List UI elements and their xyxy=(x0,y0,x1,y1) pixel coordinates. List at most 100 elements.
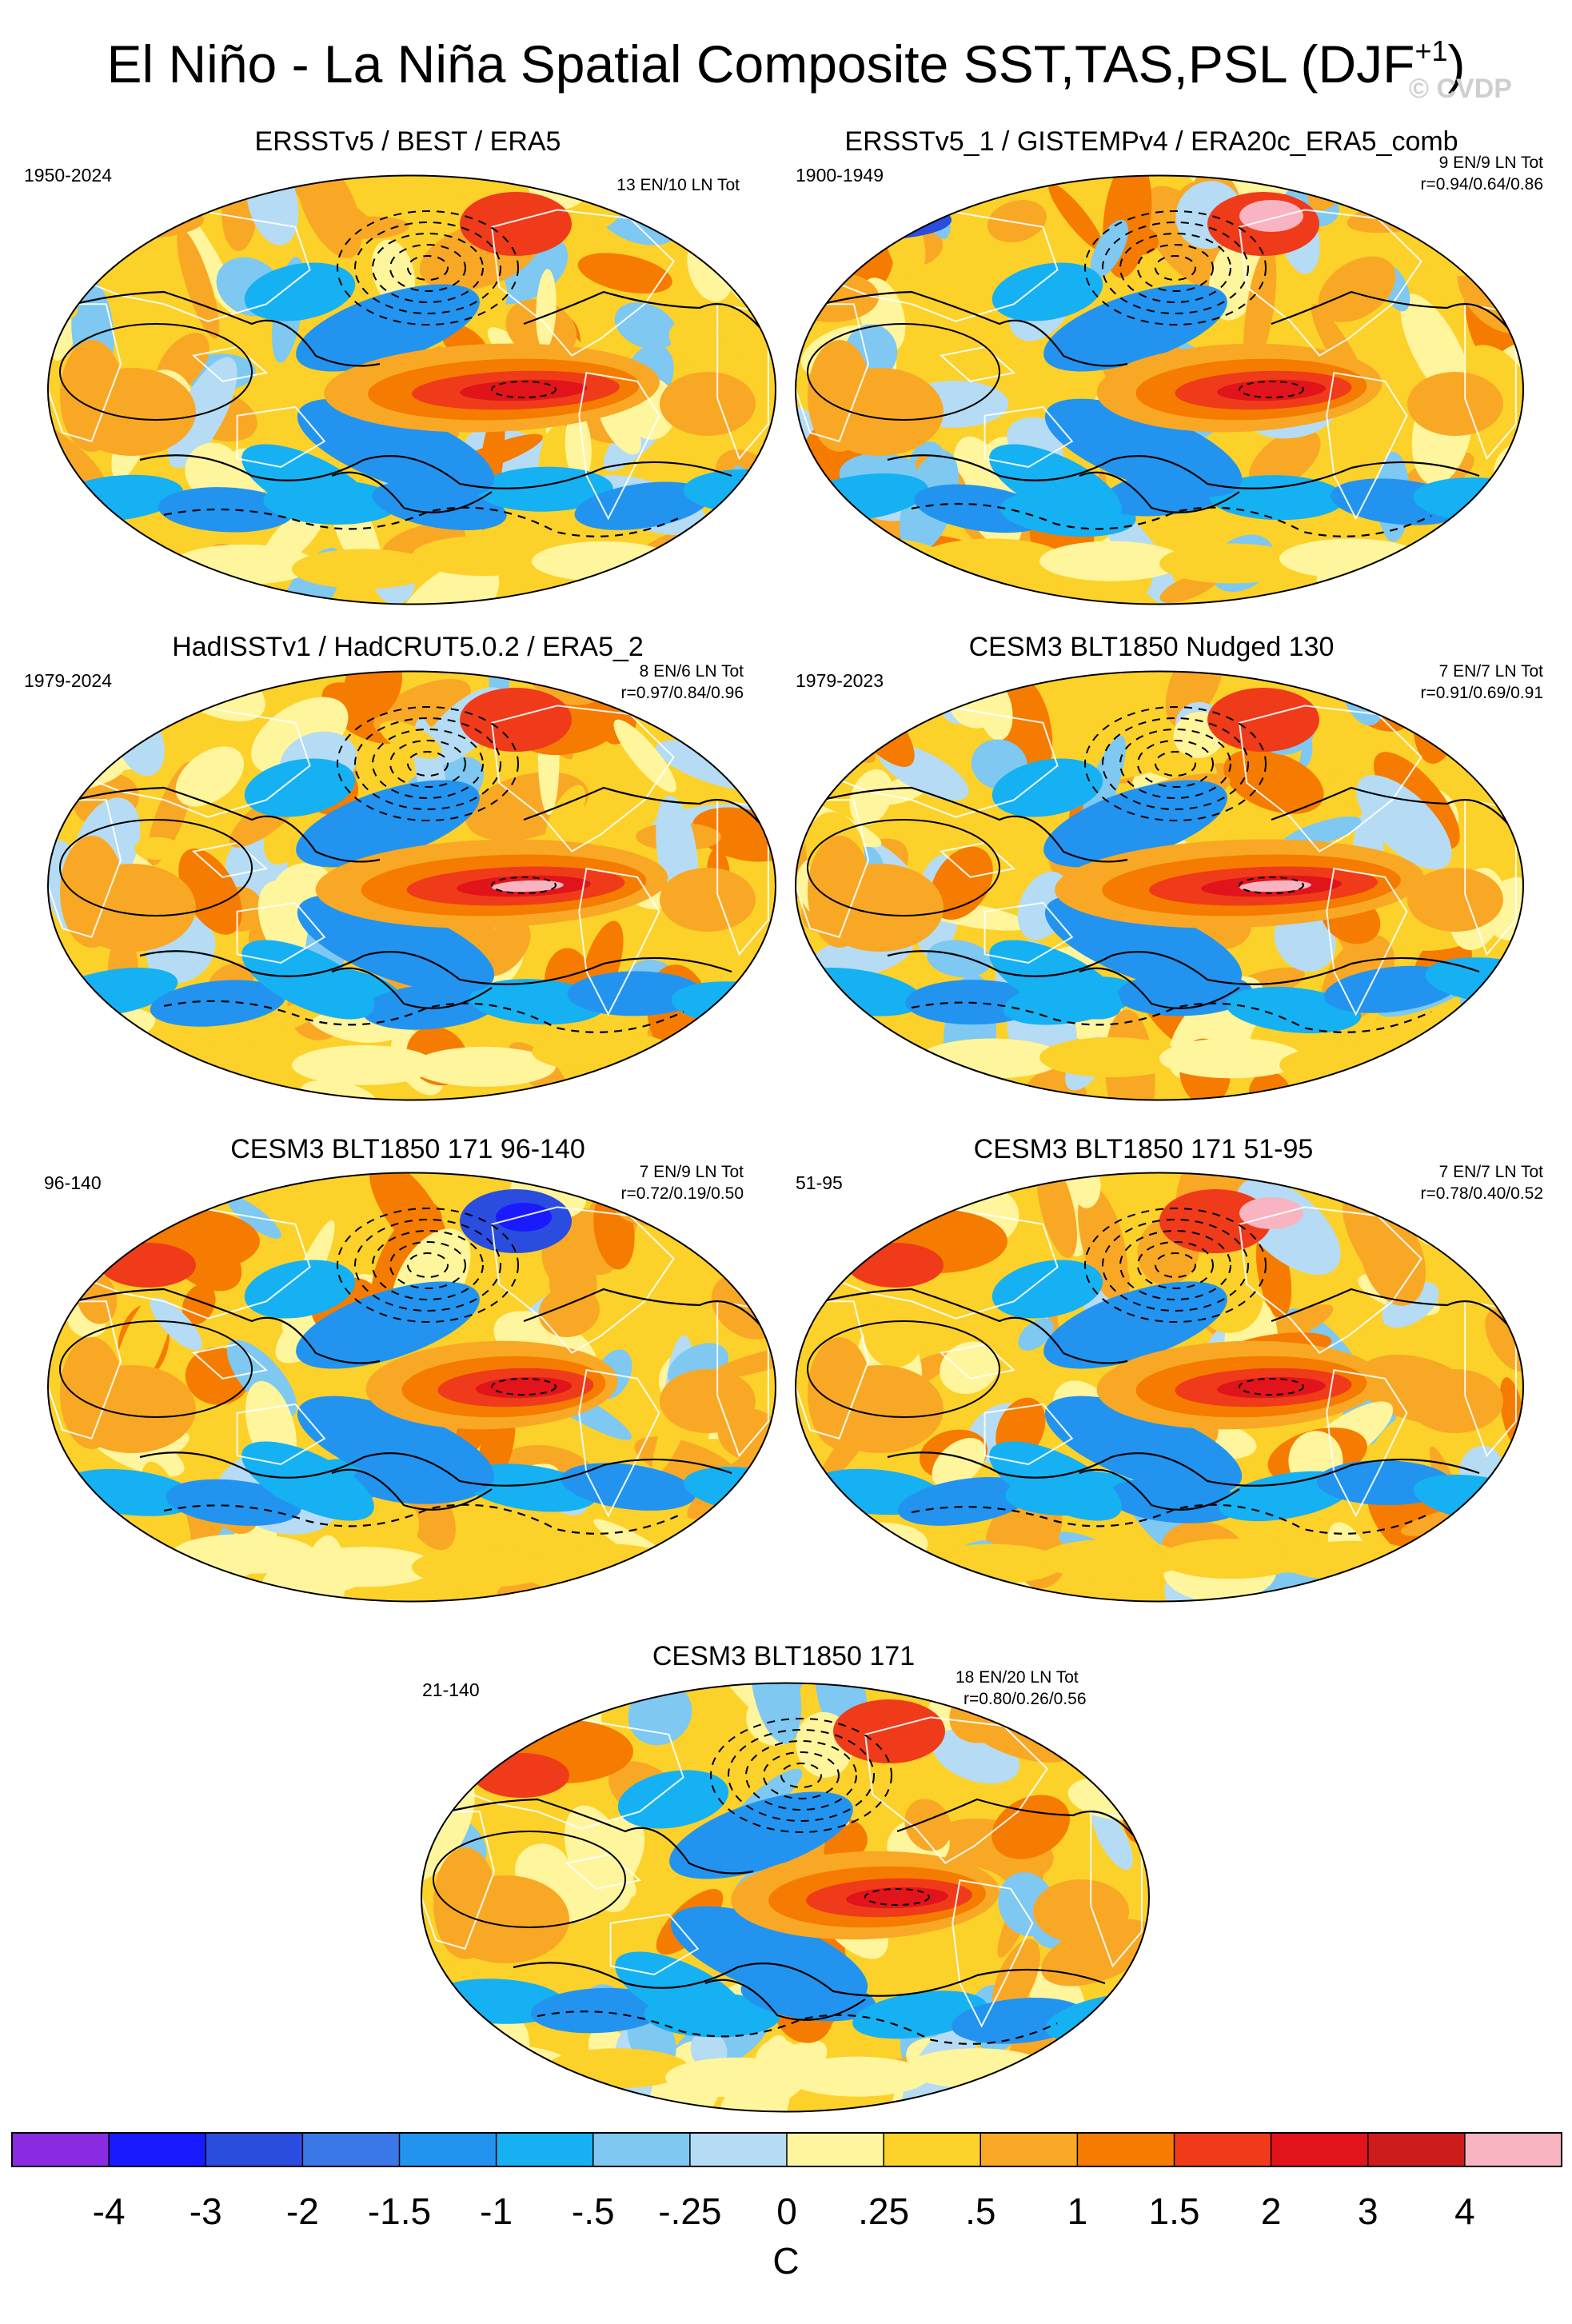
southwest-pacific-cold xyxy=(989,444,1122,524)
psl-contour xyxy=(331,471,493,513)
panel-title: CESM3 BLT1850 Nudged 130 xyxy=(968,632,1335,662)
texture-blob xyxy=(48,1510,81,1562)
africa-warm xyxy=(433,1847,497,1959)
tropical-atlantic-warm xyxy=(1407,868,1503,932)
texture-blob xyxy=(1359,1211,1426,1306)
tropical-atlantic-warm xyxy=(1407,372,1503,436)
psl-contour xyxy=(523,786,764,829)
aleutian-low-contour xyxy=(1102,222,1249,314)
psl-contour xyxy=(491,1378,557,1396)
map-panel xyxy=(795,174,1524,605)
coastline xyxy=(808,705,1059,818)
psl-contour xyxy=(523,1288,764,1330)
texture-blob xyxy=(796,1172,879,1248)
texture-blob xyxy=(1490,194,1523,274)
west-pacific-cold xyxy=(617,1770,729,1829)
colorbar-swatch xyxy=(1367,2133,1466,2166)
north-pacific-cold-arm xyxy=(296,284,480,372)
coastline xyxy=(808,209,1059,322)
map-field xyxy=(796,671,1523,1100)
panel-counts: 18 EN/20 LN Tot r=0.80/0.26/0.56 xyxy=(956,1668,1087,1708)
enso-warm-tongue-max xyxy=(492,880,564,892)
map-panel xyxy=(47,174,776,605)
psl-contour xyxy=(896,1798,1138,1840)
colorbar-swatch xyxy=(1174,2133,1272,2166)
texture-blob xyxy=(991,1795,1070,1859)
west-pacific-cold xyxy=(991,758,1103,817)
map-border xyxy=(795,174,1524,605)
map-panel xyxy=(795,670,1524,1101)
texture-blob xyxy=(750,1683,802,1744)
aleutian-low-contour xyxy=(1155,255,1196,281)
aleutian-low-contour xyxy=(763,1751,840,1799)
southwest-pacific-cold xyxy=(615,1951,748,2031)
psl-contour xyxy=(59,1288,381,1364)
southwest-pacific-cold xyxy=(989,1441,1122,1521)
coastline xyxy=(983,405,1074,469)
enso-warm-tongue-max xyxy=(1239,880,1311,892)
texture-blob xyxy=(168,357,237,469)
polar-band xyxy=(412,1046,556,1087)
texture-blob xyxy=(1095,1685,1135,1751)
polar-band xyxy=(800,537,944,578)
panel-title: CESM3 BLT1850 171 xyxy=(652,1641,916,1671)
texture-blob xyxy=(175,746,245,807)
aleutian-low-contour xyxy=(1137,1241,1214,1289)
coastline xyxy=(491,1206,675,1354)
panel-counts: 13 EN/10 LN Tot xyxy=(616,176,740,194)
map-panel xyxy=(47,670,776,1101)
enso-warm-tongue-peak xyxy=(1217,379,1326,401)
texture-blob xyxy=(1476,561,1523,605)
texture-blob xyxy=(1018,1318,1054,1351)
texture-blob xyxy=(50,204,129,250)
psl-contour xyxy=(864,1888,930,1906)
texture-blob xyxy=(213,998,333,1049)
psl-contour xyxy=(807,1288,1128,1364)
psl-contour xyxy=(911,1001,1432,1033)
colorbar-tick-label: -2 xyxy=(285,2190,319,2232)
copyright-watermark: © CVDP xyxy=(1409,74,1512,104)
texture-blob xyxy=(664,671,741,717)
panel-period: 21-140 xyxy=(422,1679,480,1700)
north-pacific-cold-arm xyxy=(669,1791,853,1879)
southern-band xyxy=(1323,965,1459,1013)
africa-warm xyxy=(808,340,872,452)
west-pacific-cold xyxy=(244,758,356,817)
southern-band xyxy=(166,1479,301,1526)
texture-blob xyxy=(796,1245,824,1281)
north-pacific-cold-arm xyxy=(296,780,480,868)
tropical-atlantic-warm xyxy=(1407,1369,1503,1433)
north-pacific-cold-arm xyxy=(1043,780,1227,868)
coastline xyxy=(191,1343,269,1380)
texture-blob xyxy=(1318,256,1396,322)
texture-blob xyxy=(923,1516,957,1554)
coastline xyxy=(578,371,660,521)
texture-blob xyxy=(343,671,402,720)
africa-warm xyxy=(60,836,124,948)
aleutian-low-contour xyxy=(337,706,519,821)
texture-blob xyxy=(802,1523,848,1575)
texture-blob xyxy=(668,321,744,381)
texture-blob xyxy=(651,1567,692,1602)
southwest-pacific-cold xyxy=(241,444,374,524)
alaska-anomaly xyxy=(460,688,572,752)
west-pacific-cold xyxy=(244,1260,356,1319)
coastline xyxy=(1326,371,1408,521)
coastline xyxy=(939,345,1016,382)
coastline xyxy=(983,1403,1074,1466)
southern-band xyxy=(567,971,704,1016)
coastline xyxy=(796,303,870,443)
alaska-anomaly-core xyxy=(496,1203,552,1232)
texture-blob xyxy=(796,1503,830,1543)
texture-blob xyxy=(710,1015,776,1084)
texture-blob xyxy=(1490,175,1523,202)
texture-blob xyxy=(182,1284,216,1325)
colorbar xyxy=(11,2132,1562,2167)
aleutian-low-contour xyxy=(1119,1230,1231,1300)
colorbar-swatch xyxy=(884,2133,981,2166)
psl-contour xyxy=(1079,471,1240,513)
map-border xyxy=(795,670,1524,1101)
texture-blob xyxy=(48,573,78,605)
texture-blob xyxy=(864,1302,924,1368)
polar-band xyxy=(1159,1038,1303,1079)
